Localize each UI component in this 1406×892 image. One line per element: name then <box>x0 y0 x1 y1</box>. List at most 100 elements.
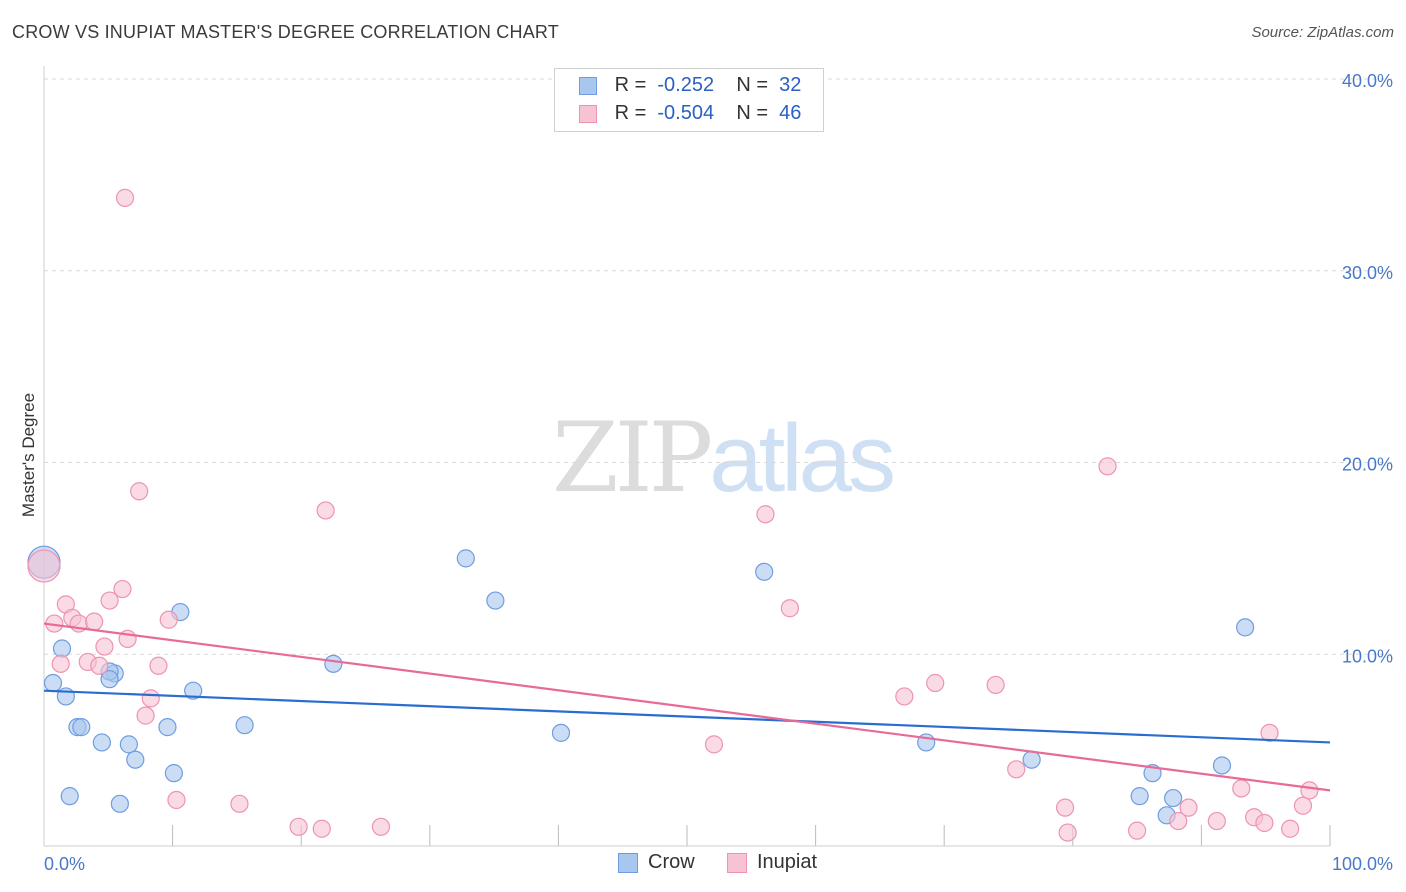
crow-point-17 <box>324 654 343 673</box>
crow-point-20 <box>551 723 571 742</box>
crow-point-2 <box>43 673 63 693</box>
stats-legend-row-crow: R = -0.252 N = 32 <box>579 74 801 100</box>
inupiat-points <box>27 188 1319 842</box>
inupiat-point-35 <box>1127 821 1147 840</box>
crow-point-23 <box>1022 750 1041 769</box>
inupiat-point-22 <box>312 819 331 838</box>
inupiat-r-label: R = <box>614 102 647 124</box>
crow-point-26 <box>1164 788 1183 808</box>
crow-r-label: R = <box>614 74 647 96</box>
crow-point-13 <box>164 764 183 783</box>
legend-inupiat-swatch <box>727 852 747 873</box>
legend-crow-swatch <box>618 852 638 873</box>
crow-points <box>27 545 1255 825</box>
inupiat-point-23 <box>316 501 335 520</box>
inupiat-point-20 <box>230 794 249 813</box>
inupiat-point-28 <box>895 687 914 706</box>
y-tick-label-1: 20.0% <box>1342 455 1393 475</box>
watermark-zip: ZIP <box>552 402 713 514</box>
y-axis: 10.0% 20.0% 30.0% 40.0% <box>43 66 1393 847</box>
inupiat-point-27 <box>780 599 799 618</box>
inupiat-point-21 <box>289 817 308 836</box>
legend-item-inupiat: Inupiat <box>727 851 817 874</box>
grid <box>44 78 1392 655</box>
stats-legend-row-inupiat: R = -0.504 N = 46 <box>579 102 801 128</box>
crow-point-16 <box>235 716 254 735</box>
inupiat-point-2 <box>51 654 70 673</box>
inupiat-point-16 <box>141 689 160 708</box>
inupiat-point-13 <box>130 482 149 501</box>
crow-n-value: 32 <box>779 74 802 96</box>
inupiat-point-15 <box>136 706 155 725</box>
crow-point-11 <box>126 750 145 769</box>
inupiat-point-43 <box>1281 819 1300 838</box>
inupiat-point-36 <box>1169 811 1188 831</box>
crow-point-28 <box>1212 756 1232 775</box>
crow-point-21 <box>755 562 774 581</box>
inupiat-r-value: -0.504 <box>657 102 715 124</box>
legend-item-crow: Crow <box>618 851 695 874</box>
source-label: Source: ZipAtlas.com <box>1251 24 1394 41</box>
crow-point-19 <box>486 591 505 610</box>
inupiat-point-39 <box>1232 779 1251 798</box>
trend-lines <box>43 622 1331 792</box>
inupiat-point-32 <box>1055 798 1075 817</box>
y-axis-title: Master's Degree <box>19 393 38 517</box>
chart-title: CROW VS INUPIAT MASTER'S DEGREE CORRELAT… <box>12 22 559 42</box>
crow-r-value: -0.252 <box>657 74 715 96</box>
inupiat-point-25 <box>704 735 724 754</box>
x-tick-label-max: 100.0% <box>1332 854 1393 874</box>
inupiat-point-41 <box>1255 813 1274 833</box>
inupiat-point-45 <box>1300 781 1319 800</box>
crow-point-8 <box>100 670 119 689</box>
inupiat-point-0 <box>27 549 61 583</box>
inupiat-point-7 <box>85 612 104 631</box>
inupiat-point-14 <box>115 188 135 207</box>
inupiat-n-value: 46 <box>779 102 802 124</box>
inupiat-point-44 <box>1293 796 1313 815</box>
inupiat-point-10 <box>100 591 119 610</box>
inupiat-point-42 <box>1260 723 1279 742</box>
crow-n-label: N = <box>736 74 769 96</box>
x-tick-label-min: 0.0% <box>44 854 85 874</box>
inupiat-point-34 <box>1098 457 1117 476</box>
crow-swatch <box>579 76 597 95</box>
inupiat-point-37 <box>1179 798 1198 817</box>
inupiat-point-29 <box>926 673 945 693</box>
crow-point-15 <box>184 681 203 700</box>
inupiat-point-31 <box>1007 760 1026 779</box>
inupiat-point-8 <box>90 656 109 675</box>
inupiat-trend-line <box>43 622 1331 792</box>
crow-point-29 <box>1236 618 1255 637</box>
inupiat-point-30 <box>986 675 1005 695</box>
watermark: ZIPatlas <box>552 402 896 514</box>
inupiat-point-19 <box>167 790 186 810</box>
crow-point-30 <box>60 787 79 806</box>
watermark-atlas: atlas <box>709 405 896 512</box>
crow-point-1 <box>52 639 72 658</box>
inupiat-swatch <box>579 104 597 123</box>
inupiat-point-11 <box>113 579 132 599</box>
inupiat-n-label: N = <box>736 102 769 124</box>
crow-point-18 <box>456 549 475 568</box>
inupiat-point-17 <box>149 656 168 675</box>
series-legend: Crow Inupiat <box>0 851 1406 879</box>
crow-point-9 <box>92 733 111 752</box>
legend-crow-label: Crow <box>648 851 695 873</box>
crow-point-10 <box>119 735 138 754</box>
crow-point-25 <box>1130 787 1149 806</box>
inupiat-point-9 <box>95 637 114 656</box>
inupiat-point-26 <box>756 505 775 524</box>
inupiat-point-33 <box>1058 823 1077 842</box>
y-tick-label-3: 40.0% <box>1342 71 1393 91</box>
inupiat-point-38 <box>1207 811 1226 831</box>
crow-point-12 <box>158 718 177 737</box>
inupiat-point-18 <box>159 610 178 629</box>
legend-inupiat-label: Inupiat <box>757 851 818 873</box>
crow-trend-line <box>43 689 1331 744</box>
y-tick-label-0: 10.0% <box>1342 646 1393 666</box>
crow-point-5 <box>72 718 91 737</box>
inupiat-point-24 <box>371 817 391 836</box>
stats-legend: R = -0.252 N = 32 R = -0.504 N = 46 <box>554 68 824 132</box>
